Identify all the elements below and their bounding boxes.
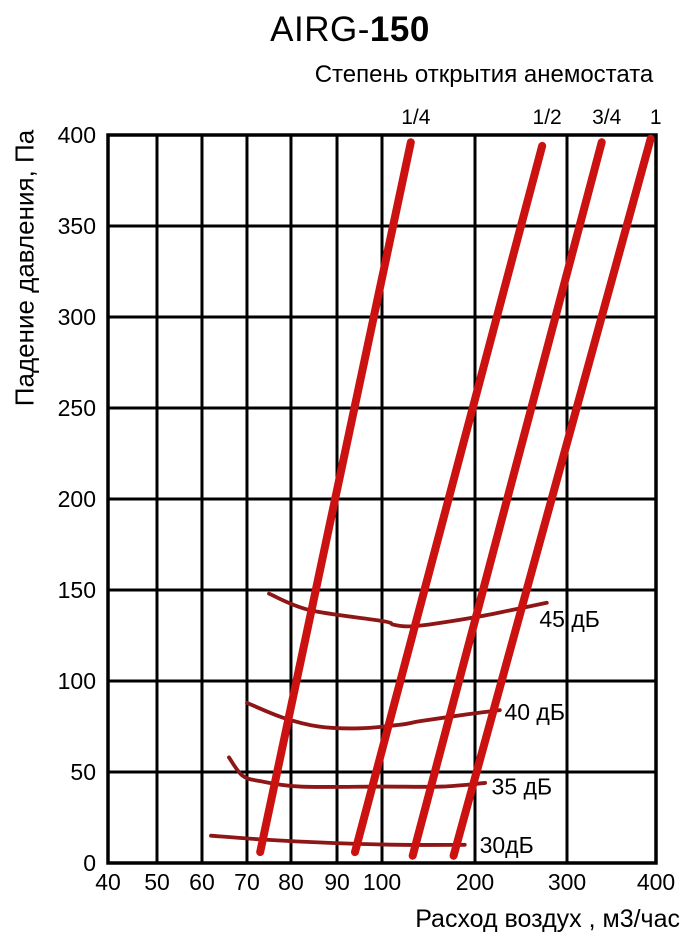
opening-line-1-4	[256, 138, 415, 857]
noise-curve-30дБ	[209, 833, 467, 847]
x-tick-label: 50	[144, 869, 170, 895]
noise-curve-45дБ	[267, 591, 549, 629]
x-tick-label: 60	[189, 869, 215, 895]
opening-line-1-2	[351, 141, 547, 857]
chart-title-number: 150	[369, 10, 430, 49]
x-tick-label: 80	[278, 869, 304, 895]
opening-degree-subtitle: Степень открытия анемостата	[314, 61, 654, 88]
chart-title: AIRG-150	[0, 10, 700, 50]
y-tick-label: 50	[70, 759, 96, 785]
x-tick-label: 100	[363, 869, 401, 895]
y-tick-label: 150	[58, 577, 96, 603]
y-tick-label: 400	[58, 122, 96, 148]
opening-line-3-4	[408, 138, 606, 860]
x-tick-label: 40	[95, 869, 121, 895]
noise-curve-label: 45 дБ	[539, 606, 600, 632]
opening-line-1	[449, 134, 655, 860]
x-tick-label: 70	[234, 869, 260, 895]
x-tick-label: 400	[637, 869, 675, 895]
plot-border	[106, 133, 658, 865]
chart-title-prefix: AIRG-	[270, 10, 370, 49]
y-tick-label: 350	[58, 213, 96, 239]
x-tick-label: 200	[456, 869, 494, 895]
x-axis-title: Расход воздух , м3/час	[415, 905, 680, 933]
x-tick-label: 300	[548, 869, 586, 895]
opening-line-label: 3/4	[592, 106, 622, 129]
opening-line-label: 1	[650, 106, 662, 129]
noise-curve-35дБ	[227, 755, 488, 789]
y-tick-label: 0	[83, 850, 96, 876]
opening-line-label: 1/2	[533, 106, 562, 129]
y-tick-label: 300	[58, 304, 96, 330]
y-tick-label: 200	[58, 486, 96, 512]
noise-curve-label: 30дБ	[480, 832, 534, 858]
noise-curve-label: 35 дБ	[492, 774, 553, 800]
noise-curve-label: 40 дБ	[504, 699, 565, 725]
x-tick-label: 90	[324, 869, 350, 895]
opening-line-label: 1/4	[401, 106, 431, 129]
y-tick-label: 100	[58, 668, 96, 694]
y-tick-label: 250	[58, 395, 96, 421]
